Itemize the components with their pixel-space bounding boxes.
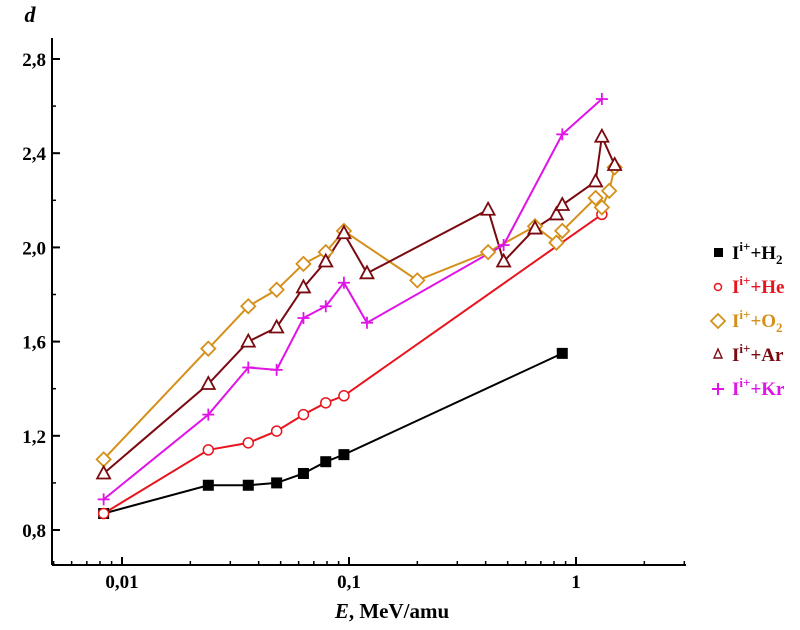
series-line-o2 bbox=[102, 167, 616, 461]
data-point-o2 bbox=[479, 243, 497, 261]
data-point-o2 bbox=[200, 340, 217, 357]
data-point-kr bbox=[297, 312, 310, 325]
data-point-ar bbox=[317, 252, 334, 268]
data-point-he bbox=[320, 397, 332, 409]
data-point-kr bbox=[242, 361, 255, 374]
data-point-o2 bbox=[593, 199, 611, 216]
data-point-kr bbox=[556, 128, 569, 141]
data-point-o2 bbox=[548, 234, 565, 251]
data-point-o2 bbox=[409, 272, 426, 289]
data-point-ar bbox=[606, 156, 623, 171]
data-point-o2 bbox=[295, 255, 312, 273]
legend-label-o2: Ii++O2 bbox=[732, 307, 783, 335]
data-point-ar bbox=[587, 172, 604, 188]
data-point-o2 bbox=[268, 281, 285, 299]
data-point-kr bbox=[97, 493, 110, 506]
x-axis-label-italic: E bbox=[334, 599, 349, 623]
data-point-h2 bbox=[556, 347, 568, 359]
data-point-he bbox=[270, 425, 283, 437]
y-tick-label: 1,2 bbox=[22, 427, 46, 448]
legend-item-ar: Ii++Ar bbox=[712, 341, 784, 366]
axis-ticks bbox=[52, 58, 686, 565]
legend-item-h2: Ii++H2 bbox=[714, 239, 783, 267]
data-point-he bbox=[297, 408, 310, 421]
data-point-h2 bbox=[242, 479, 254, 491]
series-line-h2 bbox=[103, 352, 563, 515]
data-point-o2 bbox=[587, 189, 604, 207]
data-point-kr bbox=[360, 316, 373, 329]
legend-item-he: Ii++He bbox=[713, 273, 784, 298]
x-tick-label: 0,01 bbox=[105, 572, 138, 593]
legend: Ii++H2 Ii++He Ii++O2 Ii++Ar Ii++Kr bbox=[709, 239, 785, 400]
data-point-ar bbox=[200, 375, 217, 390]
y-tick-label: 2,4 bbox=[22, 144, 46, 165]
legend-marker-ar bbox=[712, 347, 724, 359]
x-axis-label-rest: , MeV/amu bbox=[349, 599, 450, 623]
series-line-kr bbox=[103, 98, 603, 501]
data-point-ar bbox=[268, 318, 285, 334]
data-point-ar bbox=[95, 464, 112, 480]
data-point-kr bbox=[497, 239, 510, 252]
y-tick-label: 2,8 bbox=[22, 50, 46, 71]
x-tick-label: 1 bbox=[571, 572, 581, 593]
data-point-ar bbox=[335, 224, 352, 240]
legend-label-ar: Ii++Ar bbox=[732, 341, 784, 366]
data-point-o2 bbox=[553, 222, 571, 240]
legend-item-o2: Ii++O2 bbox=[709, 307, 783, 335]
data-point-h2 bbox=[338, 449, 350, 461]
series-lines bbox=[102, 98, 616, 515]
data-point-he bbox=[97, 507, 110, 520]
data-point-ar bbox=[240, 332, 257, 348]
data-point-ar bbox=[358, 264, 375, 280]
series-line-he bbox=[103, 213, 603, 515]
legend-marker-o2 bbox=[709, 312, 727, 330]
legend-marker-h2 bbox=[714, 248, 723, 257]
tick-labels: 0,8 1,2 1,6 2,0 2,4 2,8 0,01 0,1 1 bbox=[22, 50, 581, 593]
data-point-ar bbox=[554, 196, 571, 211]
data-point-ar bbox=[527, 219, 544, 235]
data-point-ar bbox=[593, 127, 610, 143]
y-tick-label: 2,0 bbox=[22, 238, 46, 259]
legend-marker-he bbox=[713, 282, 723, 292]
legend-label-kr: Ii++Kr bbox=[732, 375, 785, 400]
data-point-h2 bbox=[202, 479, 214, 491]
series-line-ar bbox=[102, 133, 616, 475]
legend-label-h2: Ii++H2 bbox=[732, 239, 783, 267]
y-tick-label: 1,6 bbox=[22, 333, 46, 354]
data-point-h2 bbox=[297, 467, 309, 479]
legend-label-he: Ii++He bbox=[732, 273, 784, 298]
data-point-kr bbox=[337, 276, 350, 289]
x-axis-label: E, MeV/amu bbox=[334, 599, 450, 623]
data-point-ar bbox=[295, 278, 312, 294]
data-point-ar bbox=[548, 205, 565, 221]
data-point-o2 bbox=[240, 298, 257, 315]
data-point-he bbox=[202, 444, 215, 456]
series-markers bbox=[95, 93, 623, 520]
data-point-kr bbox=[270, 363, 283, 376]
y-tick-label: 0,8 bbox=[22, 521, 46, 542]
data-point-h2 bbox=[271, 477, 283, 489]
data-point-kr bbox=[319, 300, 332, 313]
data-point-kr bbox=[202, 408, 215, 421]
y-axis-label: d bbox=[25, 2, 37, 27]
data-point-ar bbox=[495, 252, 512, 268]
data-point-o2 bbox=[600, 182, 618, 200]
data-point-he bbox=[338, 390, 350, 402]
legend-item-kr: Ii++Kr bbox=[712, 375, 785, 400]
data-point-kr bbox=[595, 93, 608, 106]
data-point-ar bbox=[480, 200, 497, 216]
x-tick-label: 0,1 bbox=[337, 572, 361, 593]
data-point-h2 bbox=[320, 456, 332, 468]
data-point-he bbox=[242, 437, 255, 449]
